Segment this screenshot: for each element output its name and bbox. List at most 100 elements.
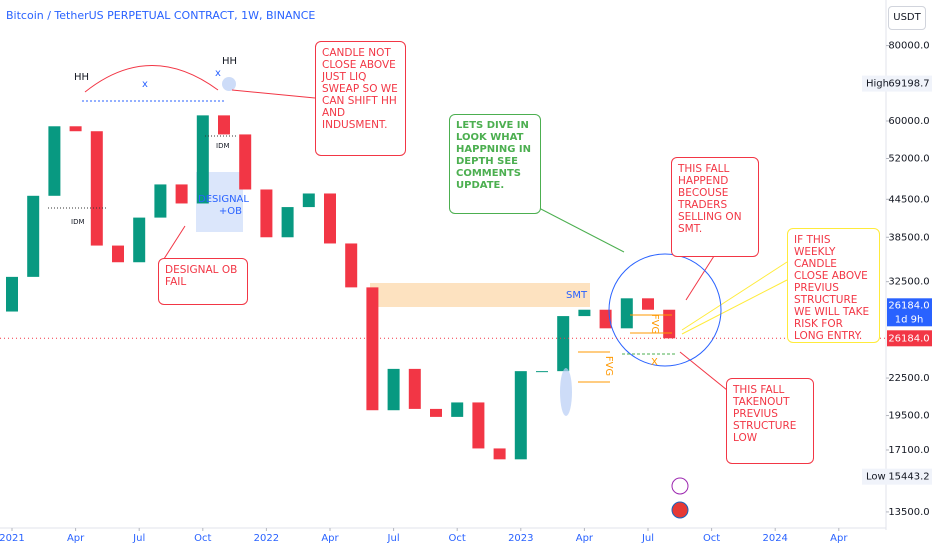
label-fvg: FVG (649, 313, 661, 335)
candle-body (514, 371, 527, 460)
candle-body (48, 126, 61, 196)
note: THIS FALL TAKENOUT PREVIUS STRUCTURE LOW (726, 378, 814, 464)
candle-body (324, 193, 336, 244)
x-tick-label: 2023 (508, 533, 533, 544)
low-value: 15443.2 (888, 472, 929, 483)
candle-body (112, 245, 124, 263)
candle-body (557, 316, 570, 372)
x-tick-label: Apr (321, 533, 339, 544)
y-tick-label: 52000.0 (888, 153, 929, 164)
y-tick-label: 19500.0 (888, 411, 929, 422)
label-ob: DESIGNAL +OB (198, 194, 249, 217)
pointer (231, 89, 316, 99)
candle-body (578, 309, 591, 317)
label-hh: HH (74, 72, 90, 83)
candle-body (663, 309, 676, 339)
label-idm: IDM (216, 142, 230, 150)
pointer (536, 206, 625, 253)
note: THIS FALL HAPPEND BECOUSE TRADERS SELLIN… (671, 157, 759, 257)
label-smt: SMT (566, 290, 588, 301)
candle-body (493, 448, 506, 460)
pointer (161, 225, 186, 263)
pointer (685, 255, 715, 301)
y-tick-label: 60000.0 (888, 116, 929, 127)
y-tick-label: 80000.0 (888, 41, 929, 52)
label-x: X (651, 357, 658, 368)
x-tick-label: 2021 (0, 533, 25, 544)
candle-body (154, 184, 167, 218)
note: LETS DIVE IN LOOK WHAT HAPPNING IN DEPTH… (449, 114, 541, 214)
candle-body (133, 217, 146, 263)
y-tick-label: 44500.0 (888, 194, 929, 205)
x-tick-label: Apr (67, 533, 85, 544)
x-tick-label: Jul (641, 533, 654, 544)
candle-body (302, 193, 315, 208)
x-tick-label: Oct (449, 533, 466, 544)
candle-body (430, 408, 442, 417)
countdown-tag (887, 298, 932, 327)
icon (671, 501, 689, 519)
candle-body (599, 309, 612, 329)
candle-body (408, 368, 421, 409)
low-label: Low (866, 472, 886, 483)
high-label: High (866, 79, 889, 90)
countdown: 1d 9h (895, 314, 924, 325)
candle-body (345, 243, 358, 288)
candle-body (69, 126, 82, 132)
smt-zone (370, 283, 590, 307)
x-tick-label: Apr (830, 533, 848, 544)
x-tick-label: Jul (387, 533, 400, 544)
candle-body (6, 276, 18, 312)
high-value: 69198.7 (888, 79, 929, 90)
candle-body (27, 195, 40, 277)
curve-arrow (84, 65, 219, 93)
candle-body (366, 287, 379, 411)
x-tick-label: Oct (194, 533, 211, 544)
candle-body (451, 402, 464, 417)
high-tag-bg (862, 75, 932, 92)
label-idm: IDM (71, 218, 85, 226)
currency-button[interactable]: USDT (888, 6, 926, 30)
price-tag (887, 330, 932, 347)
candle-body (387, 368, 400, 411)
plot (6, 115, 676, 460)
label-fvg: FVG (603, 355, 615, 377)
candle-body (90, 131, 103, 246)
x-tick-label: Oct (703, 533, 720, 544)
icon (671, 477, 689, 495)
y-tick-label: 13500.0 (888, 507, 929, 518)
countdown-price: 26184.0 (888, 300, 929, 311)
candle-body (536, 371, 548, 373)
note: IF THIS WEEKLY CANDLE CLOSE ABOVE PREVIU… (787, 228, 880, 343)
x-tick-label: 2022 (254, 533, 279, 544)
pointer (681, 261, 788, 331)
y-tick-label: 38500.0 (888, 232, 929, 243)
x-tick-label: Jul (132, 533, 145, 544)
x-tick-label: Apr (576, 533, 594, 544)
y-tick-label: 22500.0 (888, 373, 929, 384)
candle-body (218, 115, 230, 135)
label-hh: HH (222, 56, 238, 67)
x-tick-label: 2024 (762, 533, 787, 544)
chart-title: Bitcoin / TetherUS PERPETUAL CONTRACT, 1… (6, 9, 316, 22)
y-tick-label: 32500.0 (888, 277, 929, 288)
label-x: x (215, 68, 221, 79)
candle-body (196, 115, 209, 204)
pointer (679, 351, 728, 391)
label-x: x (142, 79, 148, 90)
candle-body (239, 134, 252, 190)
candle-body (472, 402, 485, 449)
low-tag-bg (862, 468, 932, 485)
focus-circle (608, 253, 722, 367)
price-tag-label: 26184.0 (888, 333, 929, 344)
candle-body (260, 189, 273, 238)
sweep-marker (560, 368, 572, 416)
sweep-marker (222, 77, 236, 91)
pointer (681, 279, 788, 335)
candle-body (620, 298, 633, 329)
y-tick-label: 17100.0 (888, 445, 929, 456)
note: CANDLE NOT CLOSE ABOVE JUST LIQ SWEAP SO… (315, 41, 406, 156)
candle-body (642, 298, 654, 310)
